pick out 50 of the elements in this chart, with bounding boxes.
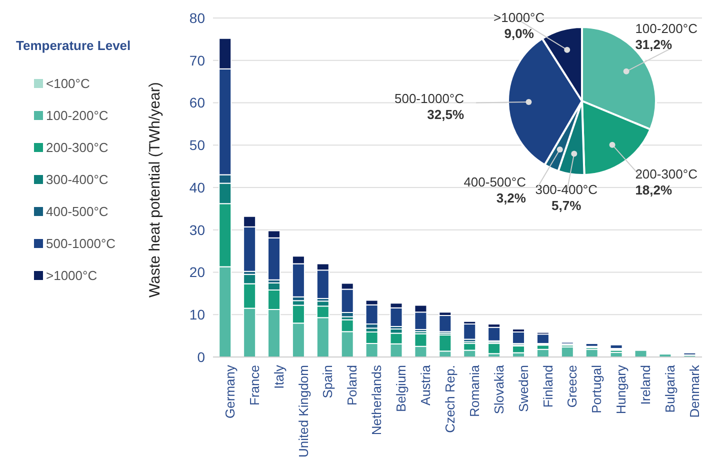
slice-label: >1000°C <box>494 10 545 25</box>
y-tick-label: 40 <box>189 179 206 196</box>
legend-label: 500-1000°C <box>45 234 117 252</box>
x-tick-label: Greece <box>564 365 580 408</box>
x-tick-label: Czech Rep. <box>442 365 458 433</box>
x-tick-label: Sweden <box>516 365 531 412</box>
x-tick-label: Austria <box>418 364 434 406</box>
slice-label: 500-1000°C <box>394 90 464 106</box>
data-label: 3,2% <box>496 190 526 206</box>
y-tick-label: 20 <box>189 264 206 280</box>
y-tick-label: 60 <box>189 94 206 111</box>
legend-label: 300-400°C <box>45 170 110 188</box>
slice-label: 200-300°C <box>635 166 698 182</box>
x-tick-label: Bulgaria <box>662 364 678 413</box>
y-tick-label: 70 <box>189 52 206 68</box>
x-tick-label: Germany <box>222 364 238 418</box>
data-label: 18,2% <box>635 182 672 198</box>
y-tick-label: 30 <box>189 222 206 238</box>
x-tick-label: Spain <box>320 365 336 398</box>
x-tick-label: United Kingdom <box>296 365 311 458</box>
legend-label: 400-500°C <box>45 202 110 220</box>
x-tick-label: Belgium <box>394 365 409 412</box>
legend-label: >1000°C <box>45 266 98 284</box>
legend-label: 200-300°C <box>45 138 110 156</box>
x-tick-label: Romania <box>466 364 482 418</box>
x-tick-label: France <box>246 365 262 406</box>
legend-label: 100-200°C <box>45 106 110 124</box>
slice-label: 300-400°C <box>535 182 598 197</box>
y-tick-label: 0 <box>197 348 206 365</box>
data-label: 31,2% <box>635 36 672 52</box>
x-tick-label: Netherlands <box>369 364 384 436</box>
x-tick-label: Hungary <box>614 364 629 414</box>
y-tick-label: 10 <box>189 306 206 323</box>
data-label: 9,0% <box>504 26 534 41</box>
slice-label: 100-200°C <box>635 20 698 36</box>
y-axis-title: Waste heat potential (TWh/year) <box>146 82 164 298</box>
x-tick-label: Italy <box>271 364 286 389</box>
legend-title: Temperature Level <box>16 38 132 53</box>
x-tick-label: Poland <box>344 365 360 406</box>
x-tick-label: Slovakia <box>491 364 506 414</box>
data-label: 32,5% <box>427 106 464 122</box>
y-tick-label: 80 <box>189 10 206 26</box>
x-tick-label: Finland <box>540 365 556 408</box>
x-tick-label: Denmark <box>687 364 702 418</box>
legend-label: <100°C <box>45 74 91 92</box>
data-label: 5,7% <box>552 198 582 213</box>
x-tick-label: Portugal <box>589 364 604 414</box>
x-tick-label: Ireland <box>638 365 654 405</box>
slice-label: 400-500°C <box>464 174 526 190</box>
y-tick-label: 50 <box>189 137 206 154</box>
